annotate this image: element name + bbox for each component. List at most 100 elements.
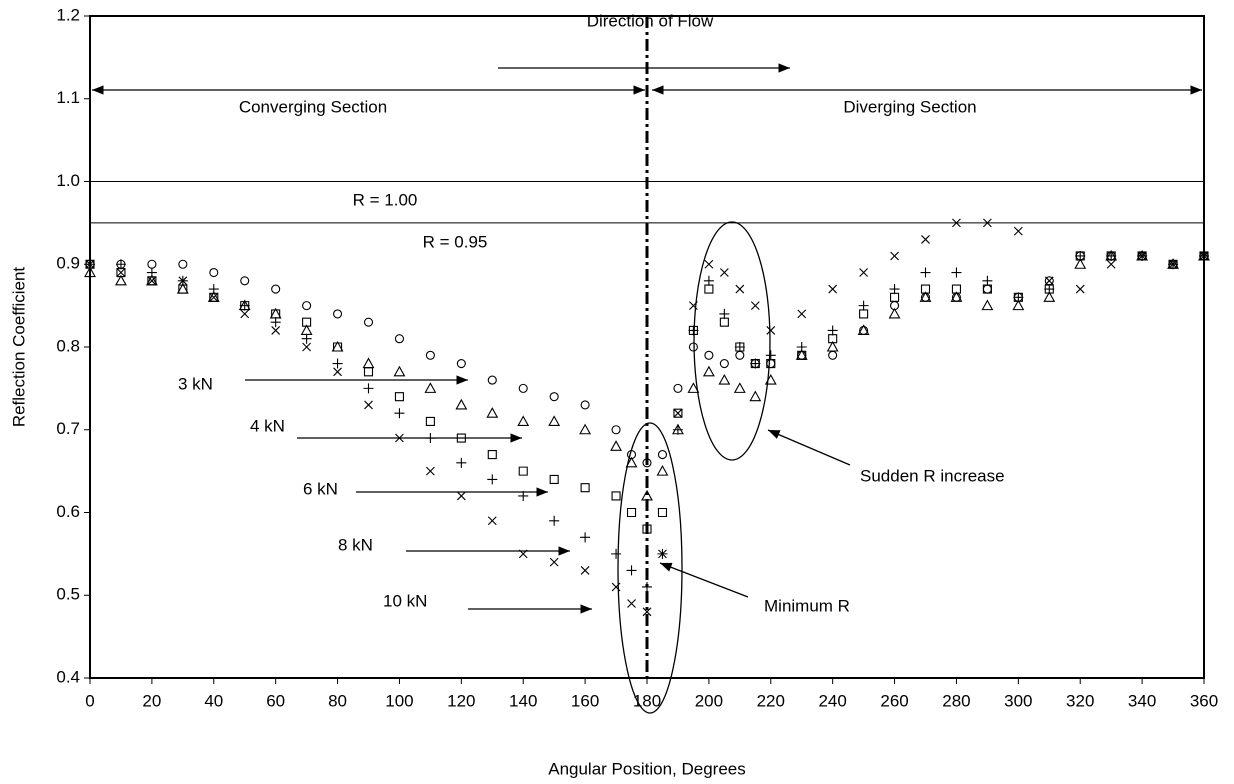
data-point bbox=[426, 466, 435, 476]
y-tick-label: 1.2 bbox=[56, 5, 80, 24]
data-point bbox=[549, 392, 559, 402]
x-tick-label: 200 bbox=[695, 691, 723, 710]
data-point bbox=[518, 466, 528, 476]
data-point bbox=[147, 259, 157, 269]
data-point bbox=[983, 218, 992, 228]
data-point bbox=[890, 251, 899, 261]
x-tick-label: 100 bbox=[385, 691, 413, 710]
y-axis-label: Reflection Coefficient bbox=[9, 267, 28, 428]
data-point bbox=[302, 342, 311, 352]
data-point bbox=[657, 450, 668, 460]
increase-ellipse bbox=[693, 221, 771, 461]
data-point bbox=[688, 325, 699, 336]
data-point bbox=[920, 267, 931, 278]
data-point bbox=[209, 292, 219, 302]
data-point bbox=[487, 474, 498, 485]
data-point bbox=[394, 408, 405, 419]
data-point bbox=[487, 375, 497, 385]
series-label: 4 kN bbox=[250, 416, 285, 435]
x-tick-label: 280 bbox=[942, 691, 970, 710]
x-tick-label: 160 bbox=[571, 691, 599, 710]
data-point bbox=[703, 275, 714, 286]
data-point bbox=[455, 398, 468, 410]
x-tick-label: 360 bbox=[1190, 691, 1218, 710]
data-point bbox=[116, 268, 126, 277]
data-point bbox=[766, 326, 776, 335]
data-point bbox=[827, 325, 838, 336]
data-point bbox=[394, 392, 404, 402]
x-tick-label: 320 bbox=[1066, 691, 1094, 710]
data-point bbox=[518, 490, 529, 501]
data-point bbox=[735, 284, 745, 294]
data-point bbox=[549, 474, 559, 484]
data-point bbox=[688, 325, 698, 335]
reference-label: R = 0.95 bbox=[423, 232, 488, 251]
data-point bbox=[549, 557, 559, 567]
data-point bbox=[673, 408, 683, 418]
data-point bbox=[797, 309, 807, 319]
data-point bbox=[271, 309, 281, 319]
data-point bbox=[394, 334, 404, 344]
data-point bbox=[580, 566, 590, 575]
data-point bbox=[951, 267, 962, 278]
data-point bbox=[301, 333, 312, 344]
data-point bbox=[1044, 276, 1054, 286]
data-point bbox=[456, 359, 466, 369]
data-point bbox=[750, 358, 761, 369]
data-point bbox=[209, 292, 219, 302]
data-point bbox=[626, 565, 637, 576]
data-point bbox=[828, 334, 838, 344]
data-point bbox=[625, 456, 638, 468]
data-point bbox=[981, 299, 994, 311]
data-point bbox=[642, 607, 652, 617]
data-point bbox=[85, 259, 95, 269]
data-point bbox=[702, 365, 715, 377]
data-point bbox=[147, 276, 157, 286]
data-point bbox=[456, 457, 467, 468]
data-point bbox=[395, 433, 404, 443]
data-point bbox=[146, 267, 157, 278]
data-point bbox=[750, 359, 760, 369]
data-point bbox=[749, 390, 762, 402]
data-point bbox=[735, 350, 745, 360]
data-point bbox=[579, 423, 592, 435]
data-point bbox=[673, 383, 683, 393]
data-point bbox=[363, 383, 374, 394]
data-point bbox=[208, 284, 219, 295]
data-point bbox=[641, 489, 653, 501]
data-point bbox=[363, 367, 374, 377]
data-point bbox=[209, 267, 219, 278]
data-point bbox=[1044, 284, 1055, 295]
data-point bbox=[518, 383, 528, 393]
y-tick-label: 0.6 bbox=[56, 502, 80, 521]
data-point bbox=[951, 292, 961, 302]
x-tick-label: 140 bbox=[509, 691, 537, 710]
data-point bbox=[765, 350, 776, 361]
data-point bbox=[1168, 259, 1178, 269]
annotation-arrows bbox=[92, 63, 1202, 614]
data-point bbox=[951, 284, 961, 294]
data-point bbox=[642, 581, 652, 592]
data-point bbox=[658, 549, 667, 559]
data-point bbox=[734, 342, 745, 352]
data-point bbox=[1013, 292, 1024, 303]
data-point bbox=[626, 450, 637, 460]
data-point bbox=[240, 309, 250, 319]
data-point bbox=[580, 483, 590, 493]
data-point bbox=[704, 259, 714, 269]
data-point bbox=[704, 284, 714, 294]
x-tick-label: 120 bbox=[447, 691, 475, 710]
data-point bbox=[486, 407, 499, 418]
x-tick-label: 240 bbox=[818, 691, 846, 710]
data-point bbox=[456, 491, 466, 501]
data-point bbox=[888, 307, 901, 319]
annotation: Direction of Flow bbox=[587, 11, 714, 30]
data-point bbox=[362, 357, 375, 369]
data-point bbox=[611, 491, 621, 501]
data-point bbox=[1012, 299, 1025, 311]
data-point bbox=[828, 284, 838, 294]
data-point bbox=[84, 266, 96, 278]
data-point bbox=[735, 342, 745, 352]
y-tick-label: 1.0 bbox=[56, 171, 80, 190]
data-point bbox=[1199, 251, 1209, 261]
